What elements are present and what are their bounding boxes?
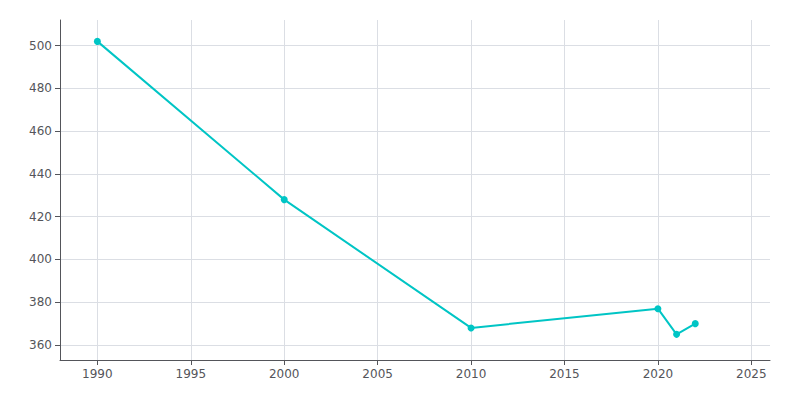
svg-text:460: 460 <box>29 124 52 138</box>
svg-text:2005: 2005 <box>362 367 393 381</box>
svg-text:1990: 1990 <box>82 367 113 381</box>
svg-text:440: 440 <box>29 167 52 181</box>
svg-text:2025: 2025 <box>736 367 767 381</box>
svg-text:400: 400 <box>29 252 52 266</box>
svg-text:360: 360 <box>29 338 52 352</box>
svg-text:2020: 2020 <box>643 367 674 381</box>
svg-text:420: 420 <box>29 210 52 224</box>
svg-text:2015: 2015 <box>549 367 580 381</box>
svg-text:1995: 1995 <box>176 367 207 381</box>
svg-text:380: 380 <box>29 295 52 309</box>
svg-text:2010: 2010 <box>456 367 487 381</box>
svg-text:500: 500 <box>29 39 52 53</box>
svg-text:2000: 2000 <box>269 367 300 381</box>
svg-text:480: 480 <box>29 81 52 95</box>
